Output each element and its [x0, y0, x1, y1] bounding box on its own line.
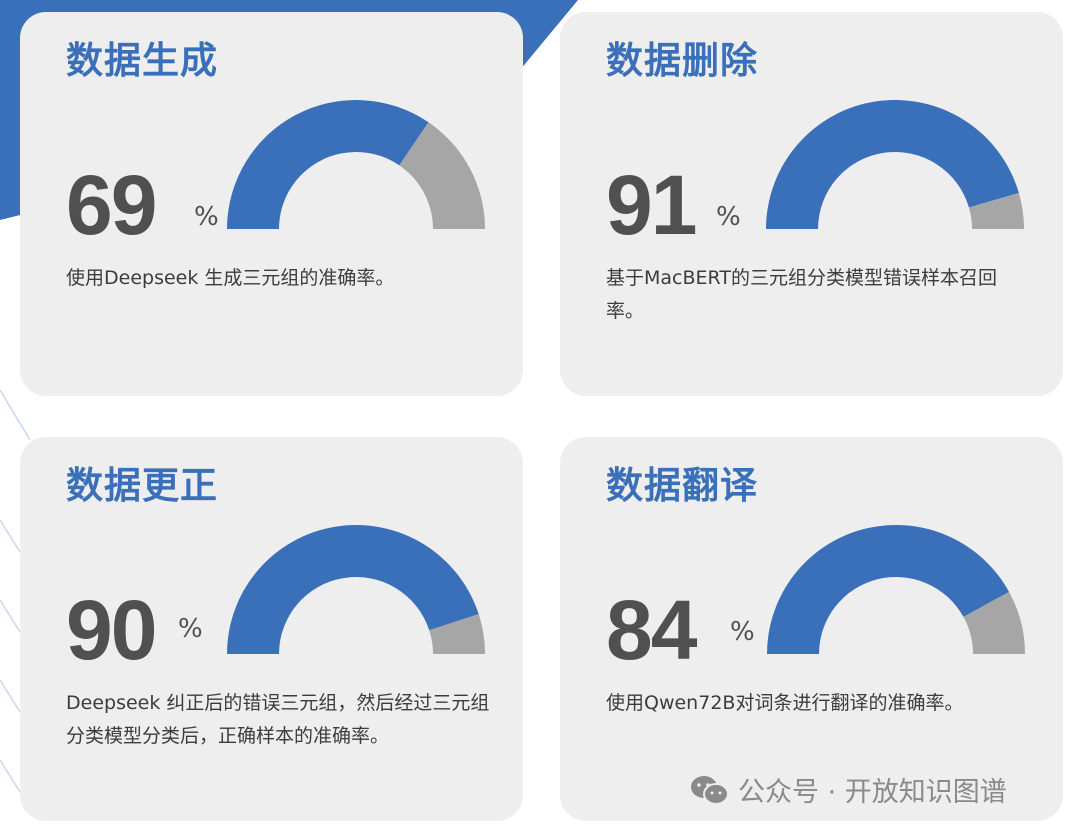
card-data-generation: 数据生成 69 % 使用Deepseek 生成三元组的准确率。	[20, 12, 523, 396]
watermark-text: 公众号 · 开放知识图谱	[738, 777, 1007, 808]
card-description: Deepseek 纠正后的错误三元组，然后经过三元组分类模型分类后，正确样本的准…	[66, 692, 490, 747]
percent-unit: %	[178, 614, 203, 644]
card-data-deletion: 数据删除 91 % 基于MacBERT的三元组分类模型错误样本召回率。	[560, 12, 1063, 396]
percentage-value: 91	[606, 158, 697, 252]
gauge-chart	[227, 100, 485, 230]
gauge-remainder-arc	[399, 122, 485, 229]
gauge-remainder-arc	[429, 614, 485, 654]
wechat-icon	[691, 775, 729, 805]
gauge-value-arc	[766, 100, 1019, 229]
percent-unit: %	[716, 202, 741, 232]
percentage-value: 90	[66, 583, 157, 677]
card-title: 数据删除	[606, 39, 758, 82]
card-title: 数据生成	[66, 39, 218, 82]
percentage-value: 69	[66, 158, 157, 252]
gauge-value-arc	[227, 525, 479, 654]
percent-unit: %	[730, 617, 755, 647]
card-description: 基于MacBERT的三元组分类模型错误样本召回率。	[606, 267, 997, 322]
gauge-chart	[227, 525, 485, 654]
gauge-remainder-arc	[963, 591, 1025, 654]
gauge-chart	[767, 525, 1025, 654]
card-data-translation: 数据翻译 84 % 使用Qwen72B对词条进行翻译的准确率。	[560, 437, 1063, 821]
watermark: 公众号 · 开放知识图谱	[690, 770, 1007, 809]
card-description: 使用Qwen72B对词条进行翻译的准确率。	[606, 692, 964, 714]
gauge-value-arc	[767, 525, 1010, 654]
gauge-value-arc	[227, 100, 429, 230]
card-data-correction: 数据更正 90 % Deepseek 纠正后的错误三元组，然后经过三元组分类模型…	[20, 437, 523, 821]
percentage-value: 84	[606, 583, 697, 677]
card-title: 数据更正	[66, 464, 218, 507]
gauge-chart	[766, 100, 1024, 229]
gauge-remainder-arc	[968, 193, 1024, 229]
percent-unit: %	[194, 202, 219, 232]
card-description: 使用Deepseek 生成三元组的准确率。	[66, 267, 395, 289]
card-title: 数据翻译	[606, 464, 758, 507]
